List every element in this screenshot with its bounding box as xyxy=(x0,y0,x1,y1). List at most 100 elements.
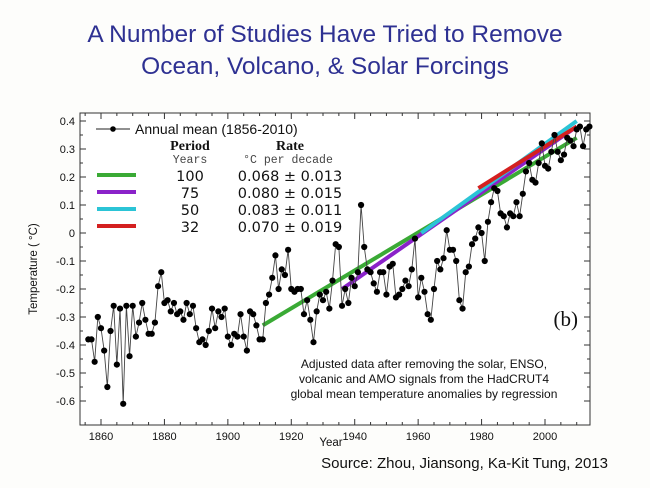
data-point xyxy=(304,297,311,304)
y-tick-label: 0.2 xyxy=(60,172,75,184)
data-point xyxy=(278,266,285,273)
data-point xyxy=(481,257,488,265)
data-point xyxy=(538,140,545,147)
data-point xyxy=(170,299,178,307)
legend-series-label: Annual mean (1856-2010) xyxy=(135,121,298,137)
data-point xyxy=(120,400,127,407)
legend-period: 32 xyxy=(181,220,199,236)
data-point xyxy=(373,288,381,295)
data-point xyxy=(427,316,434,323)
data-point xyxy=(453,257,460,265)
legend-rate: 0.080 ± 0.015 xyxy=(238,186,342,202)
plot-frame xyxy=(79,112,591,426)
data-point xyxy=(437,266,444,273)
data-point xyxy=(484,218,492,225)
data-point xyxy=(338,302,346,309)
data-point xyxy=(285,246,292,253)
data-point xyxy=(243,347,250,354)
data-point xyxy=(110,302,117,309)
x-tick-label: 1960 xyxy=(406,431,430,443)
data-point xyxy=(259,336,266,343)
data-point xyxy=(126,353,133,360)
data-point xyxy=(262,299,270,307)
data-point xyxy=(177,308,184,315)
data-point xyxy=(240,333,247,340)
data-point xyxy=(354,269,361,276)
data-point xyxy=(319,297,327,304)
data-point xyxy=(167,308,174,315)
data-point xyxy=(522,168,530,175)
data-point xyxy=(253,322,260,329)
y-tick-label: 0.1 xyxy=(60,200,75,212)
data-point xyxy=(116,305,124,312)
data-point xyxy=(212,325,219,332)
data-point xyxy=(129,302,136,309)
panel-label: (b) xyxy=(554,307,579,331)
data-point xyxy=(97,325,105,332)
y-tick-label: 0.4 xyxy=(60,116,75,128)
data-point xyxy=(560,151,568,158)
data-point xyxy=(113,361,120,368)
data-point xyxy=(224,333,231,340)
data-point xyxy=(148,330,155,337)
data-point xyxy=(430,285,438,293)
data-point xyxy=(510,213,517,220)
data-point xyxy=(215,308,222,315)
data-point xyxy=(456,297,463,304)
data-point xyxy=(475,224,482,231)
data-point xyxy=(459,305,466,312)
data-point xyxy=(151,319,159,326)
data-point xyxy=(158,269,165,276)
data-point xyxy=(164,297,171,304)
data-point xyxy=(193,325,200,332)
data-point xyxy=(269,274,276,281)
data-point xyxy=(180,316,187,323)
y-tick-label: -0.4 xyxy=(56,340,75,352)
data-point xyxy=(370,280,377,287)
x-tick-label: 1940 xyxy=(342,431,366,443)
data-point xyxy=(380,269,387,276)
data-point xyxy=(576,123,583,130)
annotation-line: volcanic and AMO signals from the HadCRU… xyxy=(299,372,549,386)
legend-marker xyxy=(110,126,116,132)
data-point xyxy=(307,316,314,323)
data-point xyxy=(218,313,225,321)
data-point xyxy=(478,229,485,237)
data-point xyxy=(567,137,574,144)
data-point xyxy=(440,255,447,262)
data-point xyxy=(411,235,419,242)
data-point xyxy=(424,311,431,318)
data-point xyxy=(557,157,564,164)
data-point xyxy=(142,316,149,323)
data-point xyxy=(396,291,403,298)
data-point xyxy=(183,299,190,307)
legend-period: 50 xyxy=(181,203,199,219)
data-point xyxy=(323,288,330,295)
data-point xyxy=(472,235,479,242)
legend-header-period: Period xyxy=(170,139,210,154)
data-point xyxy=(101,347,108,354)
data-point xyxy=(548,148,555,155)
data-point xyxy=(234,333,241,340)
y-tick-label: -0.3 xyxy=(56,312,75,324)
data-point xyxy=(208,305,216,312)
legend-rate: 0.083 ± 0.011 xyxy=(238,203,342,219)
data-point xyxy=(297,285,304,293)
x-tick-label: 1880 xyxy=(152,431,176,443)
data-point xyxy=(94,313,101,321)
legend-rate: 0.068 ± 0.013 xyxy=(238,169,342,185)
data-point xyxy=(329,277,336,284)
data-point xyxy=(326,305,333,312)
data-point xyxy=(462,269,469,276)
data-point xyxy=(554,148,561,155)
data-point xyxy=(465,263,472,270)
data-point xyxy=(500,213,507,220)
trend-line-32 xyxy=(477,124,578,190)
data-point xyxy=(135,319,143,326)
data-point xyxy=(342,285,349,293)
data-point xyxy=(532,179,539,186)
data-point xyxy=(348,274,355,281)
data-point xyxy=(408,266,415,273)
data-point xyxy=(154,283,162,290)
data-point xyxy=(199,336,206,343)
